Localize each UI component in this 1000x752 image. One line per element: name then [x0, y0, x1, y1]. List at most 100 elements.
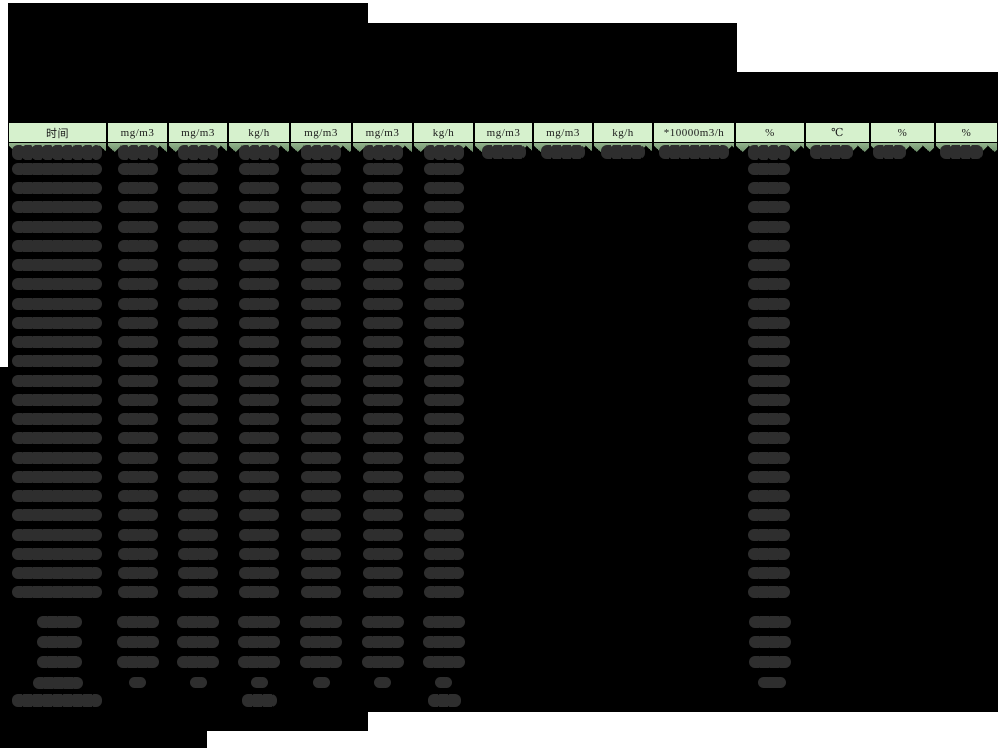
- redacted-value-blob: [423, 278, 464, 290]
- redacted-value-blob: [238, 636, 280, 648]
- redacted-value-blob: [117, 336, 158, 348]
- redacted-value-blob: [117, 548, 158, 560]
- redacted-value-blob: [178, 355, 218, 367]
- redacted-value-blob: [301, 452, 341, 464]
- redacted-value-blob: [239, 567, 279, 579]
- redacted-value-blob: [748, 452, 790, 464]
- redacted-value-blob: [362, 432, 403, 444]
- redacted-value-blob: [178, 259, 218, 271]
- redacted-value-blob: [422, 656, 465, 668]
- redacted-value-blob: [178, 163, 218, 175]
- redacted-value-blob: [239, 163, 279, 175]
- redacted-value-blob: [362, 336, 403, 348]
- redacted-value-blob: [301, 529, 341, 541]
- redacted-value-blob: [178, 221, 218, 233]
- redacted-value-blob: [301, 336, 341, 348]
- redacted-value-blob: [422, 616, 465, 628]
- redacted-value-blob: [178, 529, 218, 541]
- redacted-value-blob: [362, 394, 403, 406]
- redacted-timestamp-blob: [12, 145, 102, 160]
- redacted-timestamp-blob: [12, 240, 102, 252]
- redacted-value-blob: [177, 616, 219, 628]
- redacted-value-blob: [362, 221, 403, 233]
- redacted-value-blob: [423, 413, 464, 425]
- redacted-value-blob: [362, 375, 403, 387]
- redacted-value-blob: [117, 278, 158, 290]
- redacted-value-blob: [423, 394, 464, 406]
- redacted-value-blob: [238, 656, 280, 668]
- redacted-value-blob: [178, 548, 218, 560]
- redacted-value-blob: [748, 432, 790, 444]
- redacted-value-blob: [374, 677, 391, 688]
- redacted-value-blob: [748, 145, 790, 160]
- redacted-value-blob: [178, 240, 218, 252]
- header-cell-unit-4: mg/m3: [290, 122, 352, 143]
- redacted-value-blob: [117, 375, 158, 387]
- redacted-value-blob: [117, 182, 158, 194]
- redacted-value-blob: [117, 490, 158, 502]
- redacted-value-blob: [239, 317, 279, 329]
- redacted-summary-label-blob: [37, 656, 82, 668]
- redacted-value-blob: [117, 201, 158, 213]
- redacted-footer-block-wide: [0, 712, 368, 731]
- redacted-value-blob: [748, 375, 790, 387]
- redacted-value-blob: [362, 145, 403, 160]
- redacted-timestamp-blob: [12, 471, 102, 483]
- redacted-value-blob: [748, 548, 790, 560]
- redacted-value-blob: [748, 259, 790, 271]
- redacted-timestamp-blob: [12, 259, 102, 271]
- redacted-value-blob: [362, 278, 403, 290]
- redacted-value-blob: [239, 509, 279, 521]
- header-cell-time: 时间: [8, 122, 107, 143]
- redacted-value-blob: [178, 413, 218, 425]
- redacted-value-blob: [178, 586, 218, 598]
- redacted-value-blob: [422, 636, 465, 648]
- table-header-row: 时间 mg/m3 mg/m3 kg/h mg/m3 mg/m3 kg/h mg/m3 mg/m3…: [0, 122, 1000, 143]
- redacted-value-blob: [362, 509, 403, 521]
- redacted-value-blob: [239, 182, 279, 194]
- redacted-value-blob: [117, 259, 158, 271]
- redacted-value-blob: [748, 182, 790, 194]
- redacted-value-blob: [239, 452, 279, 464]
- redacted-value-blob: [748, 567, 790, 579]
- redacted-value-blob: [178, 567, 218, 579]
- redacted-value-blob: [758, 677, 786, 688]
- redacted-value-blob: [748, 278, 790, 290]
- redacted-value-blob: [423, 586, 464, 598]
- redacted-value-blob: [748, 221, 790, 233]
- redacted-value-blob: [748, 240, 790, 252]
- redacted-value-blob: [748, 394, 790, 406]
- redacted-value-blob: [117, 471, 158, 483]
- redacted-timestamp-blob: [12, 317, 102, 329]
- redacted-title-bar: [8, 3, 368, 23]
- header-cell-unit-12: ℃: [805, 122, 870, 143]
- header-cell-unit-2: mg/m3: [168, 122, 228, 143]
- redacted-value-blob: [748, 413, 790, 425]
- redacted-value-blob: [117, 413, 158, 425]
- redacted-value-blob: [423, 355, 464, 367]
- redacted-value-blob: [748, 355, 790, 367]
- redacted-value-blob: [239, 413, 279, 425]
- redacted-value-blob: [423, 182, 464, 194]
- redacted-value-blob: [239, 394, 279, 406]
- redacted-value-blob: [178, 509, 218, 521]
- redacted-value-blob: [116, 636, 159, 648]
- redacted-timestamp-blob: [12, 355, 102, 367]
- redacted-value-blob: [239, 471, 279, 483]
- redacted-value-blob: [362, 259, 403, 271]
- redacted-timestamp-blob: [12, 567, 102, 579]
- redacted-value-blob: [301, 567, 341, 579]
- header-cell-unit-7: mg/m3: [474, 122, 533, 143]
- redacted-value-blob: [301, 221, 341, 233]
- header-cell-unit-5: mg/m3: [352, 122, 413, 143]
- redacted-value-blob: [239, 432, 279, 444]
- redacted-timestamp-blob: [12, 182, 102, 194]
- redacted-timestamp-blob: [12, 336, 102, 348]
- redacted-value-blob: [178, 394, 218, 406]
- redacted-value-blob: [301, 182, 341, 194]
- redacted-value-blob: [116, 616, 159, 628]
- redacted-value-blob: [301, 298, 341, 310]
- redacted-value-blob: [300, 656, 342, 668]
- redacted-value-blob: [810, 145, 853, 159]
